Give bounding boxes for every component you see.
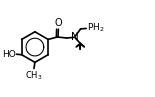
Text: HO: HO	[2, 50, 16, 59]
Text: PH$_2$: PH$_2$	[86, 22, 104, 34]
Text: CH$_3$: CH$_3$	[25, 69, 42, 82]
Text: O: O	[54, 18, 62, 28]
Text: N: N	[71, 32, 79, 42]
